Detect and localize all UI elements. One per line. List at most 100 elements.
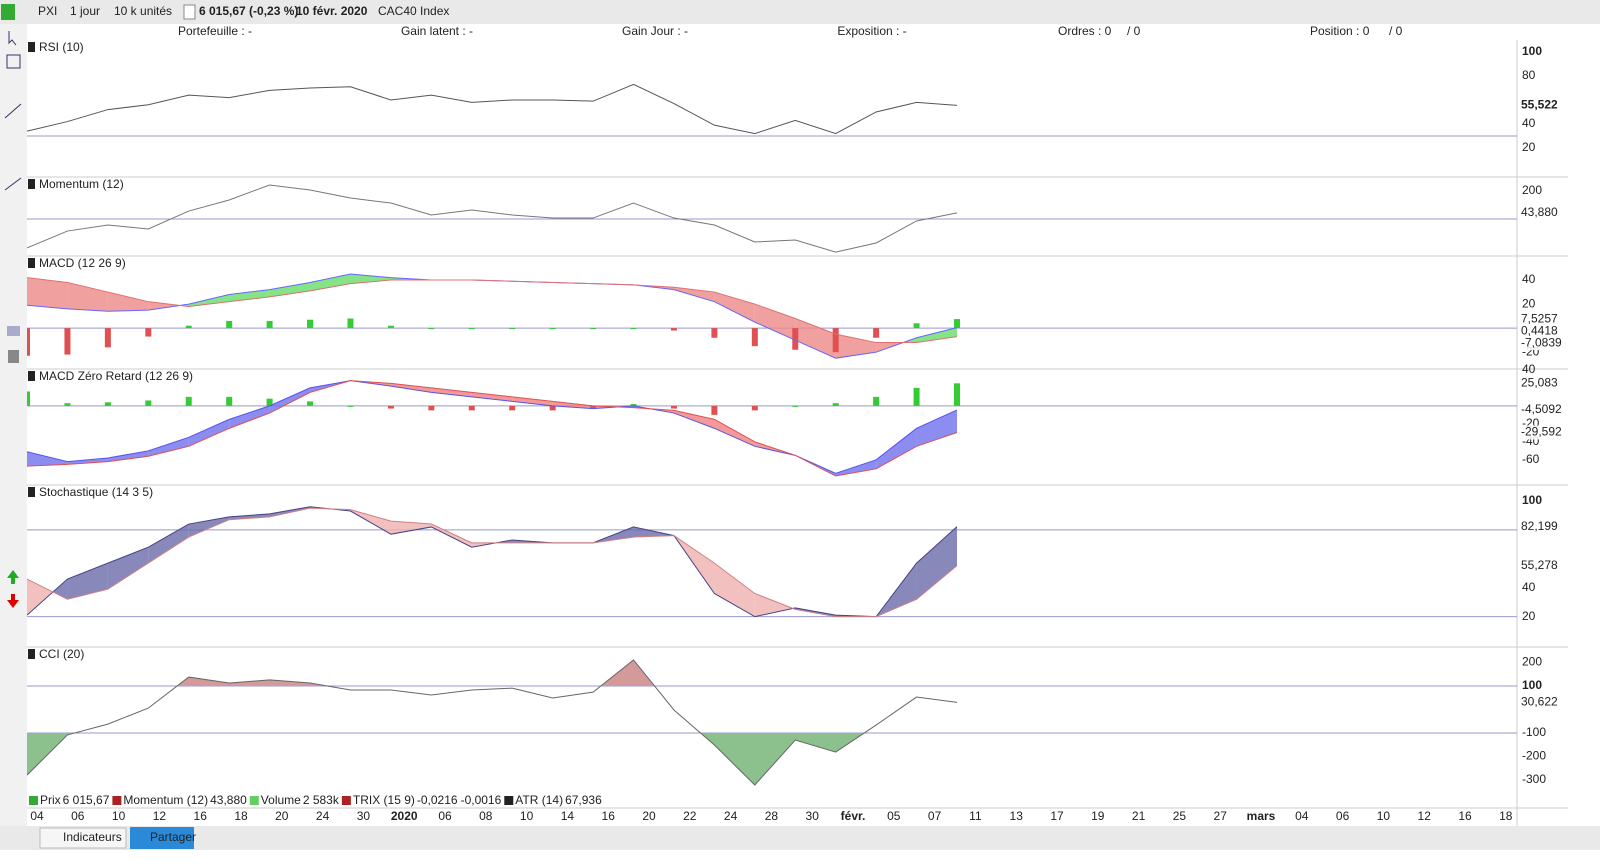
histogram-bar (792, 328, 799, 350)
info-icon[interactable] (183, 4, 196, 20)
legend-value: -0,0016 (461, 793, 502, 807)
x-tick-label: 22 (683, 809, 697, 823)
x-tick-label: 06 (438, 809, 452, 823)
histogram-bar (428, 405, 435, 411)
button-label[interactable]: Partager (150, 830, 196, 844)
app-icon[interactable] (1, 4, 15, 20)
band-fill (229, 513, 270, 520)
x-tick-label: 12 (1418, 809, 1432, 823)
band-fill (835, 459, 877, 477)
band-fill (552, 401, 594, 409)
y-tick-label: 40 (1522, 116, 1536, 130)
band-fill (431, 524, 472, 548)
indicators-button[interactable] (39, 827, 127, 849)
header-text: / 0 (1127, 24, 1141, 38)
toolbar-text[interactable]: PXI (38, 4, 57, 18)
x-tick-label: 20 (642, 809, 656, 823)
x-tick-label: 24 (724, 809, 738, 823)
plot-area (27, 273, 1517, 359)
y-tick-label: 40 (1522, 362, 1536, 376)
tool-line[interactable] (4, 103, 22, 119)
x-tick-label: 16 (1458, 809, 1472, 823)
legend-swatch (112, 796, 122, 805)
band-fill (67, 458, 108, 465)
x-tick-label: 2020 (391, 809, 418, 823)
legend-swatch (504, 796, 514, 805)
band-fill (714, 563, 755, 617)
band-fill (916, 327, 957, 343)
legend-value: 2 583k (303, 793, 340, 807)
histogram-bar (387, 405, 394, 409)
tool-pointer[interactable] (8, 31, 17, 46)
indicator-panel: 100 40 20 82,199 55,278 Stochastique (14 3 5) (27, 485, 1568, 648)
histogram-bar (145, 328, 152, 337)
tool-sell[interactable] (7, 594, 19, 608)
x-tick-label: 25 (1173, 809, 1187, 823)
histogram-bar (27, 391, 30, 406)
y-tick-label: 40 (1522, 272, 1536, 286)
indicator-panel: 200 43,880 Momentum (12) (27, 177, 1568, 257)
value-label: -29,592 (1521, 425, 1562, 439)
x-tick-label: 04 (1295, 809, 1309, 823)
band-fill (107, 547, 149, 590)
band-fill (390, 521, 432, 535)
title-box (28, 42, 35, 52)
x-tick-label: févr. (841, 809, 866, 823)
value-label: 82,199 (1521, 519, 1558, 533)
tool-trash[interactable] (8, 350, 19, 363)
histogram-bar (670, 405, 677, 409)
value-label: 0,4418 (1521, 323, 1558, 337)
share-button[interactable] (130, 827, 194, 849)
y-tick-label: 20 (1522, 140, 1536, 154)
histogram-bar (954, 319, 960, 329)
x-tick-label: 18 (1499, 809, 1513, 823)
title-box (28, 371, 35, 381)
band-fill (350, 274, 391, 284)
toolbar-text[interactable]: 1 jour (70, 4, 100, 18)
histogram-bar (711, 405, 718, 415)
band-fill (714, 419, 755, 447)
y-tick-label: 200 (1522, 183, 1542, 197)
value-label: 55,522 (1521, 98, 1558, 112)
toolbar-text[interactable]: CAC40 Index (378, 4, 449, 18)
x-tick-label: 07 (928, 809, 942, 823)
y-tick-label: 200 (1522, 655, 1542, 669)
band-fill (835, 334, 877, 359)
header-text: Ordres : 0 (1058, 24, 1112, 38)
panel-title: Momentum (12) (39, 177, 124, 191)
legend-swatch (249, 796, 259, 805)
tool-rect[interactable] (7, 326, 20, 336)
tool-fan[interactable] (4, 177, 22, 191)
button-label[interactable]: Indicateurs (63, 830, 122, 844)
histogram-bar (873, 396, 880, 406)
histogram-bar (954, 383, 960, 406)
tool-buy[interactable] (7, 570, 19, 584)
tool-text[interactable] (6, 54, 21, 69)
band-fill (148, 301, 180, 311)
plot-area (27, 184, 1517, 253)
plot-area (27, 83, 1517, 137)
histogram-bar (913, 387, 920, 406)
x-tick-label: 30 (357, 809, 371, 823)
histogram-bar (104, 402, 111, 406)
x-tick-label: 12 (153, 809, 167, 823)
histogram-bar (549, 328, 556, 330)
x-tick-label: 21 (1132, 809, 1146, 823)
indicator-line (27, 507, 958, 618)
histogram-bar (27, 328, 30, 356)
toolbar-text[interactable]: 10 k unités (114, 4, 172, 18)
toolbar-text[interactable]: 6 015,67 (-0,23 %) (199, 4, 298, 18)
band-fill (148, 437, 189, 457)
toolbar-text[interactable]: 10 févr. 2020 (296, 4, 368, 18)
y-tick-label: 20 (1522, 296, 1536, 310)
histogram-bar (670, 328, 677, 331)
x-tick-label: 14 (561, 809, 575, 823)
value-label: 7,5257 (1521, 311, 1558, 325)
x-tick-label: mars (1247, 809, 1276, 823)
value-label-box (1519, 376, 1563, 391)
x-tick-label: 16 (194, 809, 208, 823)
value-label: 30,622 (1521, 694, 1558, 708)
